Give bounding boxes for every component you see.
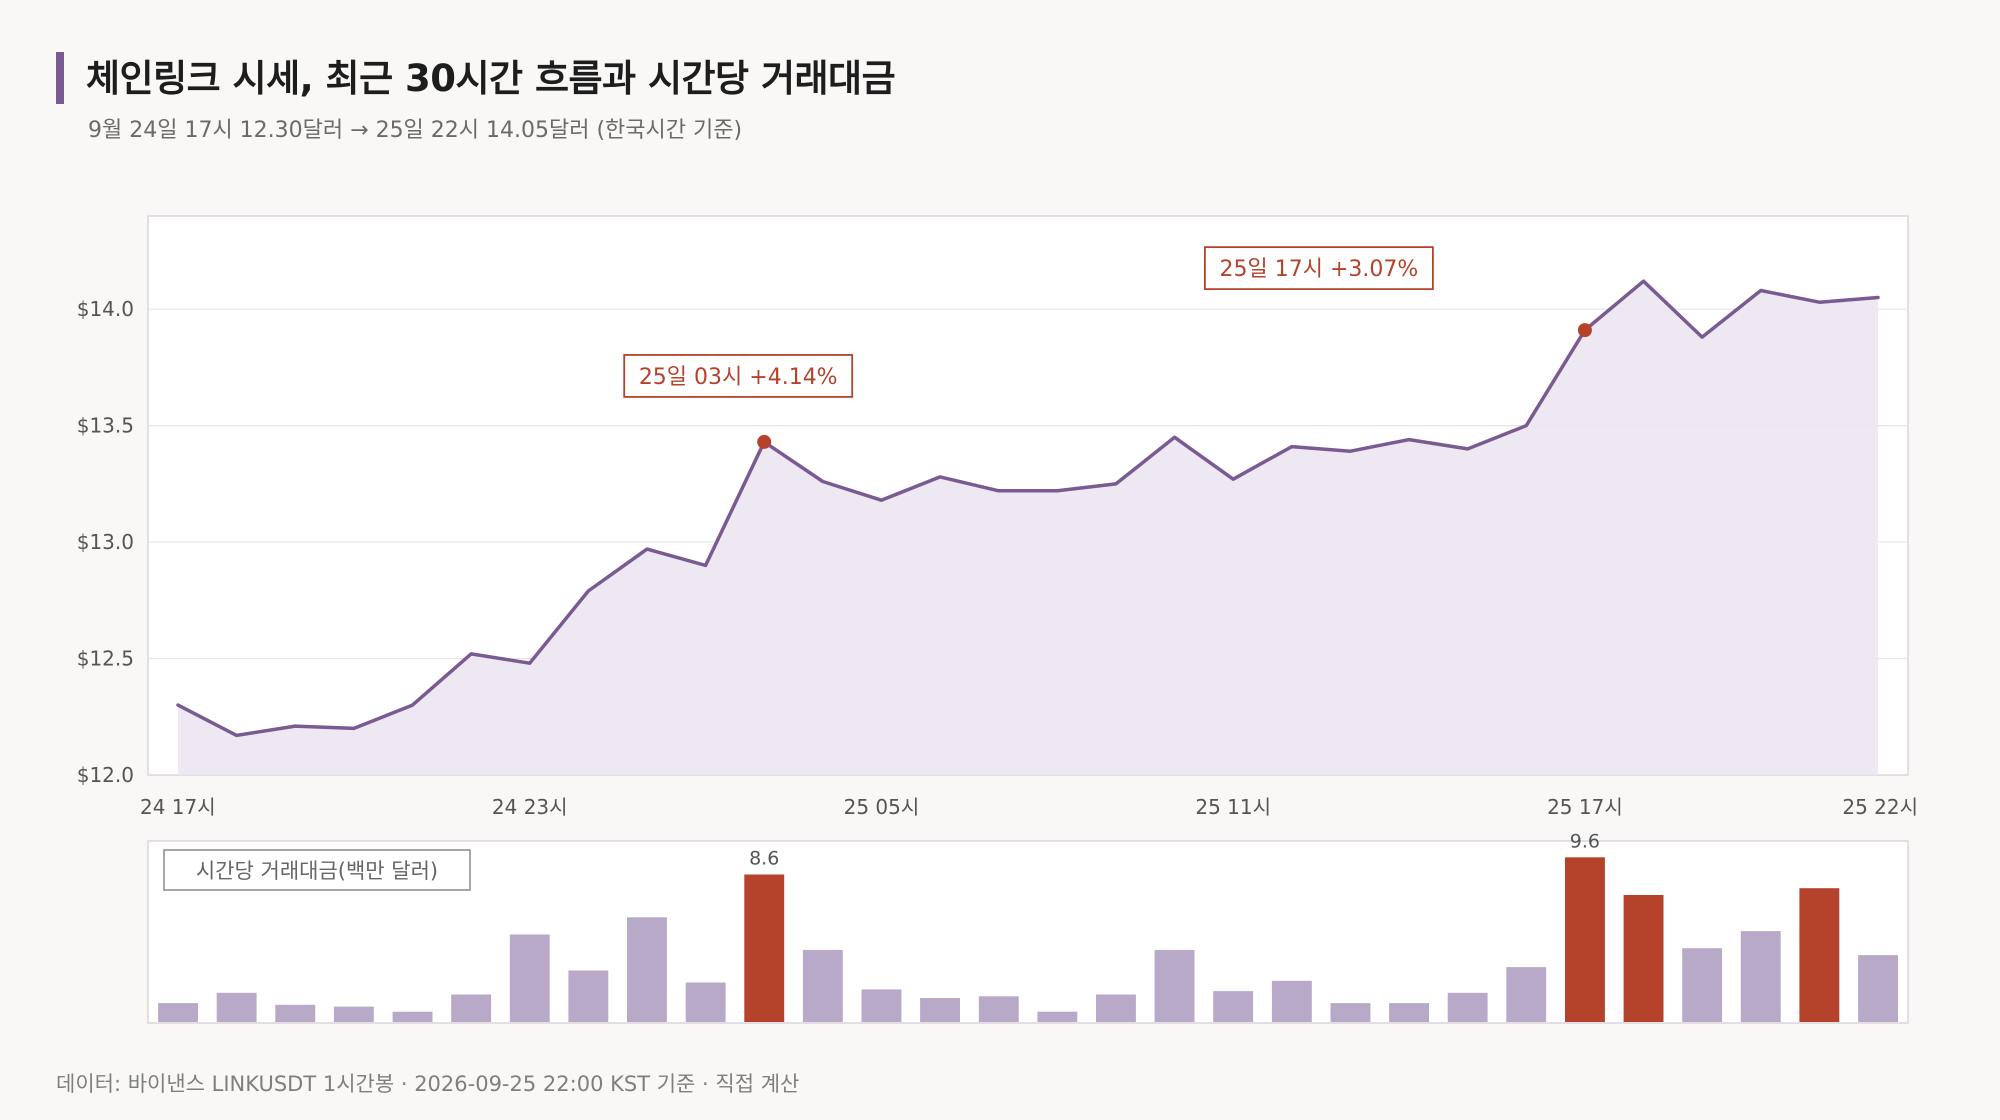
annotation-box [1203,246,1434,291]
x-tick-label: 25 11시 [1195,795,1271,819]
y-tick-label: $14.0 [77,297,134,321]
price-line [176,279,1880,738]
volume-bar [744,874,785,1022]
volume-bar [1682,948,1723,1022]
volume-bar [685,982,726,1022]
volume-value-label: 8.6 [749,847,779,869]
volume-panel-label: 시간당 거래대금(백만 달러) [196,859,438,883]
volume-bar [1154,949,1195,1022]
volume-bar [1271,980,1312,1022]
volume-bar [1389,1003,1429,1022]
volume-bar [568,970,609,1022]
volume-bar [1096,994,1136,1022]
volume-bar [216,992,257,1022]
volume-bar [1037,1011,1078,1022]
x-tick-label: 25 17시 [1547,795,1623,819]
volume-bar [627,917,667,1022]
x-tick-label: 24 17시 [140,795,216,819]
data-source-footer: 데이터: 바이낸스 LINKUSDT 1시간봉 · 2026-09-25 22:… [56,1072,800,1096]
chart-subtitle: 9월 24일 17시 12.30달러 → 25일 22시 14.05달러 (한국… [88,118,743,143]
title-accent-bar [56,52,64,104]
x-tick-label: 25 22시 [1842,795,1918,819]
volume-bar [1740,931,1781,1022]
volume-bar [861,989,902,1022]
annotation-box [623,354,854,398]
volume-value-label: 9.6 [1570,830,1600,852]
volume-label-box [163,849,471,891]
volume-bar [158,1003,198,1022]
y-tick-label: $12.5 [77,647,134,671]
volume-bar [802,949,843,1022]
annotation-label: 25일 03시 +4.14% [639,365,838,390]
volume-bar [1447,992,1488,1022]
volume-bar [1623,895,1664,1022]
volume-bar [1506,967,1547,1022]
annotation-label: 25일 17시 +3.07% [1220,257,1419,282]
volume-bar [920,998,960,1022]
volume-bar [392,1011,433,1022]
y-tick-label: $13.5 [77,414,134,438]
x-tick-label: 24 23시 [492,795,568,819]
volume-bar [509,934,550,1022]
y-tick-label: $13.0 [77,530,134,554]
chart-title: 체인링크 시세, 최근 30시간 흐름과 시간당 거래대금 [86,57,896,100]
price-area [178,281,1878,775]
volume-bar [1799,888,1840,1022]
volume-bar [1330,1003,1371,1022]
annotation-marker [1577,323,1592,338]
volume-bar [1213,991,1254,1022]
volume-bar [1565,857,1605,1022]
annotation-marker [757,434,772,449]
volume-bar [978,996,1019,1022]
x-tick-label: 25 05시 [844,795,920,819]
volume-bar [275,1004,316,1022]
volume-bar [451,994,492,1022]
volume-bar [1858,955,1898,1022]
y-tick-label: $12.0 [77,763,134,787]
volume-bar [333,1006,374,1022]
